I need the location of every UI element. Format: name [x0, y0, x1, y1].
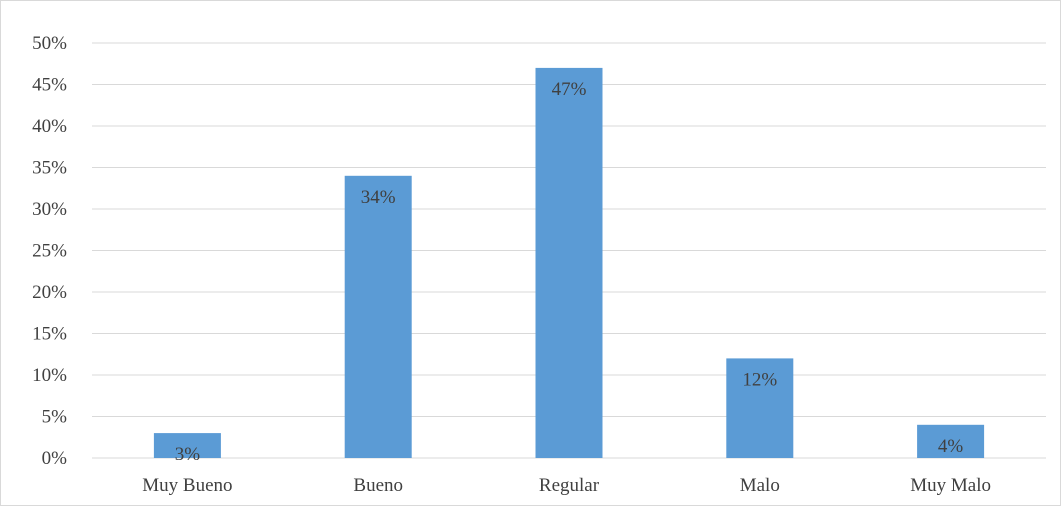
y-tick-label: 5%: [42, 407, 68, 428]
bar-regular: [535, 67, 603, 459]
bar-malo: [726, 358, 794, 458]
y-tick-label: 15%: [32, 324, 67, 345]
y-tick-label: 10%: [32, 365, 67, 386]
y-tick-label: 40%: [32, 116, 67, 137]
y-tick-label: 45%: [32, 75, 67, 96]
bars: [153, 67, 985, 459]
data-label: 4%: [938, 436, 964, 457]
y-tick-label: 35%: [32, 158, 67, 179]
x-tick-label: Regular: [539, 475, 600, 496]
x-tick-label: Muy Bueno: [142, 475, 232, 496]
y-tick-label: 0%: [42, 448, 68, 469]
y-tick-label: 30%: [32, 199, 67, 220]
bar-bueno: [344, 175, 412, 459]
x-tick-label: Muy Malo: [910, 475, 991, 496]
y-tick-label: 50%: [32, 33, 67, 54]
data-label: 3%: [175, 444, 201, 465]
bar-muy-bueno: [153, 433, 221, 458]
y-axis-tick-labels: 0% 5% 10% 15% 20% 25% 30% 35% 40% 45% 50%: [32, 33, 67, 469]
x-tick-label: Bueno: [353, 475, 403, 496]
data-label: 12%: [742, 369, 777, 390]
y-tick-label: 25%: [32, 241, 67, 262]
data-labels: 3% 34% 47% 12% 4%: [175, 79, 964, 465]
x-axis-tick-labels: Muy Bueno Bueno Regular Malo Muy Malo: [142, 475, 991, 496]
y-tick-label: 20%: [32, 282, 67, 303]
data-label: 34%: [361, 187, 396, 208]
data-label: 47%: [552, 79, 587, 100]
bar-muy-malo: [917, 424, 985, 458]
x-tick-label: Malo: [740, 475, 780, 496]
